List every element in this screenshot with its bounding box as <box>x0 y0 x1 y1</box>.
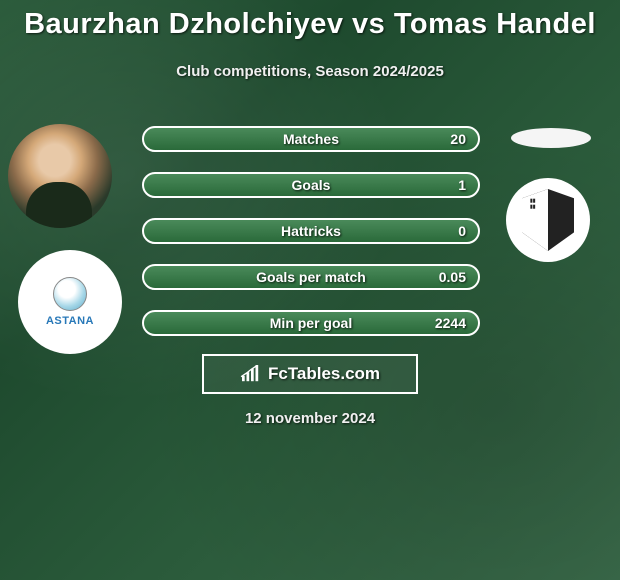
stat-bar: Matches 20 <box>142 126 480 152</box>
stat-bar: Goals per match 0.05 <box>142 264 480 290</box>
stat-label: Matches <box>283 131 339 147</box>
stat-value-right: 1 <box>458 177 466 193</box>
stat-bar: Hattricks 0 <box>142 218 480 244</box>
player-left-avatar <box>8 124 112 228</box>
comparison-subtitle: Club competitions, Season 2024/2025 <box>0 63 620 80</box>
stat-label: Hattricks <box>281 223 341 239</box>
brand-attribution: FcTables.com <box>202 354 418 394</box>
stat-value-right: 2244 <box>435 315 466 331</box>
soccer-ball-icon <box>53 277 87 311</box>
shield-detail: ▮▮▮▮ <box>530 199 536 210</box>
stat-label: Goals <box>292 177 331 193</box>
brand-text: FcTables.com <box>268 364 380 384</box>
stat-bar: Min per goal 2244 <box>142 310 480 336</box>
infographic-container: Baurzhan Dzholchiyev vs Tomas Handel Clu… <box>0 0 620 580</box>
stat-bar: Goals 1 <box>142 172 480 198</box>
infographic-date: 12 november 2024 <box>0 410 620 427</box>
stat-label: Min per goal <box>270 315 352 331</box>
stat-value-right: 0 <box>458 223 466 239</box>
player-right-avatar <box>511 128 591 148</box>
stat-value-right: 20 <box>450 131 466 147</box>
club-left-label: ASTANA <box>46 315 94 327</box>
club-right-badge: ▮▮▮▮ <box>506 178 590 262</box>
stat-value-right: 0.05 <box>439 269 466 285</box>
stat-bars: Matches 20 Goals 1 Hattricks 0 Goals per… <box>142 126 480 356</box>
stat-label: Goals per match <box>256 269 366 285</box>
comparison-title: Baurzhan Dzholchiyev vs Tomas Handel <box>0 8 620 41</box>
bar-chart-icon <box>240 365 262 383</box>
shield-icon: ▮▮▮▮ <box>522 189 574 251</box>
club-left-badge: ASTANA <box>18 250 122 354</box>
